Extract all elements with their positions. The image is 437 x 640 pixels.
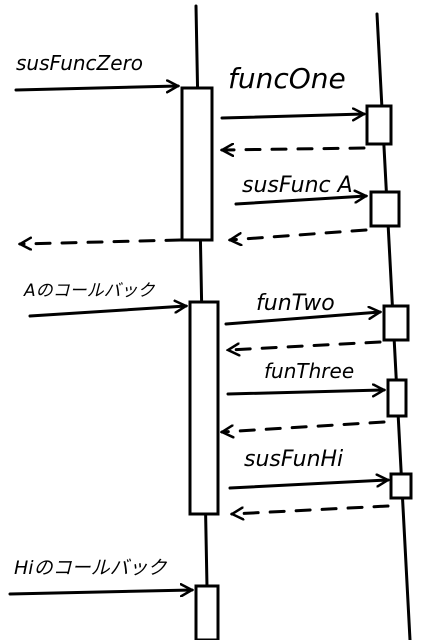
message-label-susfunhi: susFunHi [244,447,343,472]
message-arrow-funthree [226,390,384,394]
message-arrow-funtwo [224,312,380,326]
message-arrow-funcone [220,114,364,118]
activation-callee-2 [369,190,401,228]
activation-callee-5 [389,472,413,500]
return-arrow-susfunczero [20,240,182,244]
activation-main-3 [194,584,220,640]
return-arrow-susfunca [230,228,368,240]
return-arrow-funthree [222,420,386,432]
return-arrow-susfunhi [232,504,390,514]
message-label-a-callback: Aのコールバック [23,281,156,301]
message-arrow-hi-callback [8,590,192,594]
message-label-hi-callback: Hiのコールバック [14,557,168,579]
message-arrow-susfunczero [14,86,178,90]
activation-callee-4 [386,378,408,418]
activation-main-1 [180,86,214,242]
message-label-funcone: funcOne [228,62,346,95]
return-arrow-funtwo [228,340,382,350]
activation-callee-1 [365,104,393,146]
message-label-susfunca: susFunc A [242,173,353,198]
message-arrow-susfunhi [228,480,388,490]
message-label-susfunczero: susFuncZero [16,51,143,75]
activation-main-2 [188,300,220,516]
message-arrow-a-callback [28,306,186,318]
message-label-funthree: funThree [264,359,354,383]
message-label-funtwo: funTwo [256,291,335,316]
activation-callee-3 [382,304,410,342]
return-arrow-funcone [222,148,366,150]
message-arrow-susfunca [234,196,366,206]
